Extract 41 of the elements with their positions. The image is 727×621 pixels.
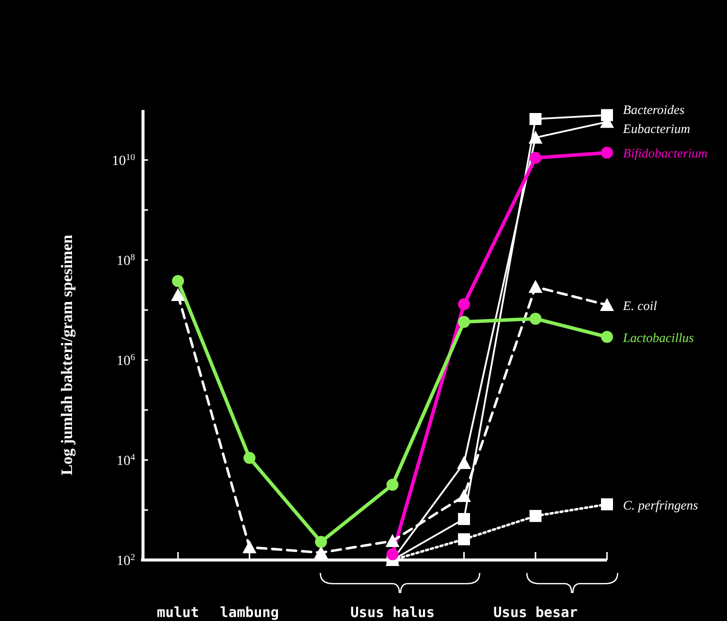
y-axis-title: Log jumlah bakteri/gram spesimen <box>59 234 76 476</box>
point <box>315 536 327 548</box>
point <box>457 456 471 470</box>
y-tick-label: 10$^{8}$ <box>116 252 136 269</box>
point <box>528 280 542 293</box>
point <box>458 298 470 310</box>
x-tick-label: lambung <box>220 605 280 621</box>
x-tick-label: mulut <box>156 605 200 621</box>
point <box>172 275 184 288</box>
point <box>314 546 328 559</box>
point <box>458 533 470 546</box>
point <box>530 152 542 164</box>
point <box>386 478 398 491</box>
point <box>458 513 470 526</box>
series-label: E. coil <box>622 298 658 313</box>
y-tick-label: 10$^{6}$ <box>116 352 136 369</box>
y-tick-label: 10$^{2}$ <box>116 552 136 569</box>
point <box>242 540 256 554</box>
point <box>457 489 471 502</box>
series-label: Eubacterium <box>622 120 690 136</box>
series-label: Bacteroides <box>623 102 685 118</box>
x-tick-label: Usus halus <box>350 605 435 621</box>
series-label: Lactobacillus <box>622 330 694 345</box>
y-tick-label: 10$^{4}$ <box>116 452 136 469</box>
point <box>244 452 256 464</box>
series-label: C. perfringens <box>623 497 698 512</box>
point <box>386 534 400 547</box>
point <box>528 130 542 144</box>
point <box>171 288 185 301</box>
series-label: Bifidobacterium <box>623 146 708 161</box>
point <box>600 298 614 311</box>
point <box>601 498 613 510</box>
point <box>601 146 613 159</box>
point <box>601 330 613 343</box>
point <box>530 312 542 325</box>
point <box>530 510 542 522</box>
point <box>458 316 470 328</box>
y-tick-label: 10$^{10}$ <box>112 152 136 169</box>
x-tick-label: Usus besar <box>493 605 578 621</box>
point <box>386 548 398 560</box>
point <box>530 113 542 126</box>
